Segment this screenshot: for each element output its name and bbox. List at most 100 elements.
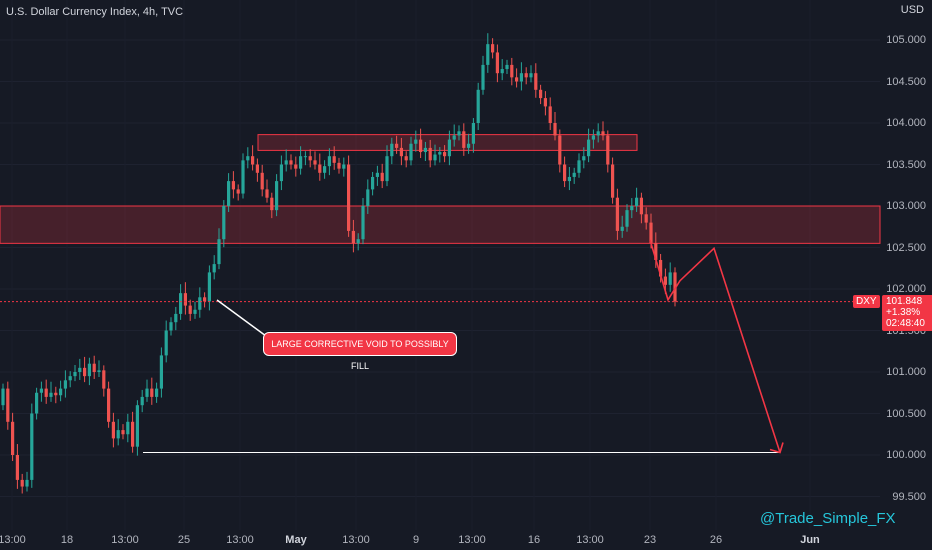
candle-body [145,388,149,397]
y-tick-label: 105.000 [886,34,926,46]
candle-body [572,172,576,177]
candle-body [87,363,91,377]
candle-body [385,156,389,182]
chart-grid [0,39,880,497]
candle-body [97,370,101,372]
candle-body [107,388,111,422]
x-tick-label: Jun [800,534,820,546]
candle-body [447,139,451,157]
candle-body [308,156,312,161]
symbol-tag: DXY [853,295,880,308]
candle-body [39,388,43,393]
chart-title: U.S. Dollar Currency Index, 4h, TVC [6,6,184,18]
candle-body [539,89,543,99]
candle-body [116,430,120,439]
candle-body [428,147,432,161]
candle-body [270,197,274,211]
x-tick-label: 13:00 [458,534,486,546]
candle-body [11,421,15,455]
candle-body [342,164,346,169]
candle-body [73,372,77,377]
candle-body [399,147,403,157]
candle-body [54,392,58,396]
candle-body [140,396,144,406]
candle-body [313,160,317,165]
x-tick-label: May [285,534,307,546]
candle-body [174,313,178,323]
candle-body [15,455,19,480]
candle-body [510,64,514,78]
candle-body [30,413,34,480]
y-tick-label: 104.000 [886,117,926,129]
candle-body [78,367,82,372]
candle-body [294,164,298,169]
candle-body [1,388,5,406]
candle-body [265,189,269,198]
candle-body [471,123,475,144]
candle-body [452,135,456,140]
candle-body [486,44,490,65]
candle-body [289,160,293,165]
candle-body [553,123,557,136]
candle-body [59,388,63,396]
price-change: +1.38% [886,307,921,318]
candle-body [255,164,259,173]
candle-body [524,73,528,78]
demand-zone-wide [0,205,881,244]
candle-body [203,297,207,302]
candle-body [303,156,307,158]
candle-body [102,370,106,389]
x-tick-label: 13:00 [576,534,604,546]
candle-body [207,272,211,302]
candle-body [337,162,341,169]
candle-body [183,293,187,306]
candle-body [126,421,130,435]
y-tick-label: 102.500 [886,241,926,254]
candle-body [44,388,48,397]
candle-body [150,388,154,397]
candle-body [25,479,29,487]
candle-body [500,69,504,74]
candle-body [35,392,39,414]
x-tick-label: 25 [177,534,191,546]
candle-body [644,214,648,223]
candle-body [438,152,442,155]
candle-body [404,156,408,161]
y-tick-label: 103.500 [886,158,926,171]
candle-body [159,355,163,389]
candle-body [611,164,615,198]
supply-zones [0,134,881,244]
last-price-tag: 101.848 +1.38% 02:48:40 [882,295,932,331]
y-tick-label: 100.000 [886,449,926,461]
chart-overlays [0,239,880,454]
candle-body [558,135,562,165]
candle-body [630,206,634,211]
candle-body [92,363,96,372]
candle-body [279,164,283,182]
candle-body [246,156,250,161]
candle-body [625,210,629,227]
candle-body [409,143,413,161]
candle-body [356,239,360,244]
candle-body [135,405,139,447]
candle-body [323,166,327,173]
candle-body [591,135,595,140]
callout-pointer [216,299,267,337]
candles [1,33,677,494]
candle-body [251,156,255,165]
candle-body [467,143,471,148]
candle-body [380,172,384,182]
candle-body [414,139,418,144]
x-tick-label: 13:00 [226,534,254,546]
candle-body [601,131,605,136]
candle-body [375,172,379,177]
x-tick-label: 13:00 [111,534,139,546]
candle-body [419,139,423,153]
candle-body [241,160,245,194]
candle-body [577,160,581,173]
candle-body [68,376,72,381]
candle-body [318,164,322,173]
projection-path [649,239,781,453]
candle-body [198,297,202,310]
